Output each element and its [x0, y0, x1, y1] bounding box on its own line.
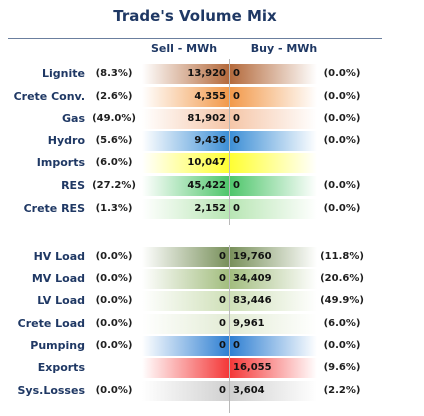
buy-percent: (9.6%) — [323, 362, 361, 373]
table-row: HV Load (0.0%) 0 19,760 (11.8%) — [0, 246, 424, 268]
sell-percent: (49.0%) — [92, 113, 136, 124]
buy-value-cell: 0 — [230, 109, 317, 129]
buy-value-cell: 9,961 — [230, 314, 317, 334]
table-row: Exports 16,055 (9.6%) — [0, 357, 424, 379]
sell-value-cell: 0 — [142, 314, 229, 334]
buy-value-cell: 0 — [230, 131, 317, 151]
table-row: LV Load (0.0%) 0 83,446 (49.9%) — [0, 290, 424, 312]
buy-value-cell: 16,055 — [230, 358, 317, 378]
sell-value-cell: 45,422 — [142, 176, 229, 196]
table-row: Imports (6.0%) 10,047 — [0, 152, 424, 174]
buy-percent: (0.0%) — [323, 340, 361, 351]
buy-percent: (2.2%) — [323, 385, 361, 396]
sell-value-cell: 9,436 — [142, 131, 229, 151]
sell-column-header: Sell - MWh — [150, 42, 218, 55]
row-label: Exports — [37, 361, 85, 374]
table-row: Pumping (0.0%) 0 0 (0.0%) — [0, 335, 424, 357]
sell-value-cell: 0 — [142, 247, 229, 267]
buy-percent: (20.6%) — [320, 273, 364, 284]
sell-percent: (8.3%) — [95, 68, 133, 79]
sell-percent: (0.0%) — [95, 385, 133, 396]
buy-value-cell: 3,604 — [230, 381, 317, 401]
sell-value-cell: 0 — [142, 336, 229, 356]
table-row: RES (27.2%) 45,422 0 (0.0%) — [0, 175, 424, 197]
sell-value-cell: 0 — [142, 291, 229, 311]
table-row: Sys.Losses (0.0%) 0 3,604 (2.2%) — [0, 380, 424, 402]
buy-value-cell: 83,446 — [230, 291, 317, 311]
buy-value-cell: 0 — [230, 64, 317, 84]
center-divider-upper — [229, 59, 230, 225]
row-label: Crete Load — [17, 317, 85, 330]
row-label: MV Load — [31, 272, 85, 285]
row-label: Gas — [62, 112, 85, 125]
title-divider — [8, 38, 382, 39]
buy-percent: (0.0%) — [323, 135, 361, 146]
row-label: LV Load — [37, 294, 85, 307]
buy-value-cell: 34,409 — [230, 269, 317, 289]
buy-value-cell — [230, 153, 317, 173]
sell-value-cell: 0 — [142, 269, 229, 289]
row-label: RES — [61, 179, 85, 192]
sell-value-cell — [142, 358, 229, 378]
table-row: Hydro (5.6%) 9,436 0 (0.0%) — [0, 130, 424, 152]
row-label: Pumping — [30, 339, 85, 352]
row-label: Hydro — [47, 134, 85, 147]
sell-value-cell: 2,152 — [142, 199, 229, 219]
table-row: Crete RES (1.3%) 2,152 0 (0.0%) — [0, 198, 424, 220]
row-label: Lignite — [42, 67, 85, 80]
center-divider-lower — [229, 245, 230, 413]
buy-value-cell: 19,760 — [230, 247, 317, 267]
table-row: Crete Conv. (2.6%) 4,355 0 (0.0%) — [0, 86, 424, 108]
sell-percent: (27.2%) — [92, 180, 136, 191]
sell-percent: (2.6%) — [95, 91, 133, 102]
table-row: Lignite (8.3%) 13,920 0 (0.0%) — [0, 63, 424, 85]
sell-value-cell: 81,902 — [142, 109, 229, 129]
table-row: Gas (49.0%) 81,902 0 (0.0%) — [0, 108, 424, 130]
sell-percent: (5.6%) — [95, 135, 133, 146]
buy-column-header: Buy - MWh — [250, 42, 318, 55]
row-label: Imports — [36, 156, 85, 169]
sell-percent: (0.0%) — [95, 318, 133, 329]
sell-value-cell: 0 — [142, 381, 229, 401]
buy-percent: (49.9%) — [320, 295, 364, 306]
sell-value-cell: 10,047 — [142, 153, 229, 173]
buy-percent: (0.0%) — [323, 91, 361, 102]
row-label: Crete Conv. — [13, 90, 85, 103]
table-row: MV Load (0.0%) 0 34,409 (20.6%) — [0, 268, 424, 290]
sell-percent: (0.0%) — [95, 295, 133, 306]
sell-value-cell: 13,920 — [142, 64, 229, 84]
sell-percent: (0.0%) — [95, 273, 133, 284]
buy-percent — [318, 152, 366, 174]
buy-value-cell: 0 — [230, 87, 317, 107]
table-row: Crete Load (0.0%) 0 9,961 (6.0%) — [0, 313, 424, 335]
buy-percent: (6.0%) — [323, 318, 361, 329]
row-label: HV Load — [33, 250, 85, 263]
buy-percent: (11.8%) — [320, 251, 364, 262]
sell-percent: (0.0%) — [95, 251, 133, 262]
buy-percent: (0.0%) — [323, 203, 361, 214]
buy-value-cell: 0 — [230, 199, 317, 219]
buy-percent: (0.0%) — [323, 68, 361, 79]
sell-value-cell: 4,355 — [142, 87, 229, 107]
sell-percent — [91, 357, 137, 379]
panel-title: Trade's Volume Mix — [113, 7, 277, 25]
sell-percent: (1.3%) — [95, 203, 133, 214]
sell-percent: (0.0%) — [95, 340, 133, 351]
buy-percent: (0.0%) — [323, 113, 361, 124]
buy-percent: (0.0%) — [323, 180, 361, 191]
row-label: Crete RES — [23, 202, 85, 215]
row-label: Sys.Losses — [17, 384, 86, 397]
buy-value-cell: 0 — [230, 336, 317, 356]
buy-value-cell: 0 — [230, 176, 317, 196]
sell-percent: (6.0%) — [95, 157, 133, 168]
